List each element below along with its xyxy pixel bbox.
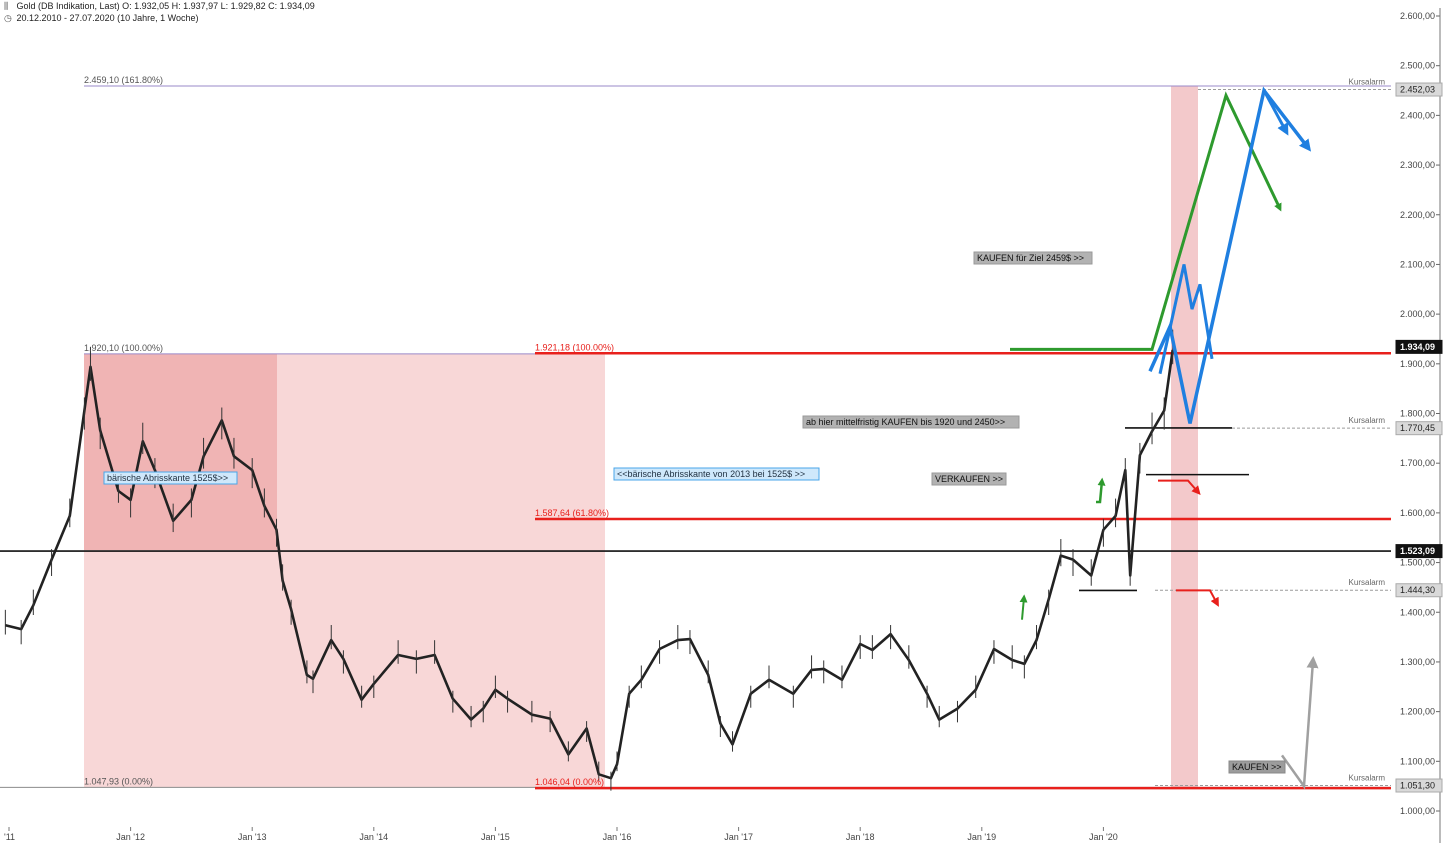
mittelfristig-label: ab hier mittelfristig KAUFEN bis 1920 un… — [806, 417, 1005, 427]
price-badge-box-6 — [1395, 778, 1443, 793]
vertical-highlight-zone — [1171, 86, 1198, 788]
y-tick-label: 2.400,00 — [1400, 110, 1435, 120]
price-badge-label-5: 1.444,30 — [1400, 585, 1435, 595]
fib-100-label-red: 1.921,18 (100.00%) — [535, 342, 614, 352]
x-tick-label: Jan '18 — [846, 832, 875, 842]
x-tick-label: Jan '17 — [724, 832, 753, 842]
grey-up-arrow — [1280, 655, 1319, 790]
x-tick-label: Jan '16 — [603, 832, 632, 842]
x-tick-label: Jan '13 — [238, 832, 267, 842]
price-badge-label-6: 1.051,30 — [1400, 781, 1435, 791]
bear-zone-dark — [84, 353, 277, 551]
x-tick-label: Jan '12 — [116, 832, 145, 842]
blue-projection-path — [1148, 86, 1312, 424]
y-tick-label: 1.500,00 — [1400, 558, 1435, 568]
green-up-arrow-1 — [1096, 477, 1106, 504]
green-target-projection — [1010, 91, 1282, 351]
abriss-label-2: <<bärische Abrisskante von 2013 bei 1525… — [617, 469, 805, 479]
kaufen-ziel-label: KAUFEN für Ziel 2459$ >> — [977, 253, 1084, 263]
fib-61-label-red: 1.587,64 (61.80%) — [535, 508, 609, 518]
red-down-arrow-2 — [1176, 589, 1219, 607]
price-badge-box-5 — [1395, 583, 1443, 598]
x-tick-label: '11 — [4, 832, 15, 842]
clock-icon: ◷ — [4, 13, 12, 23]
blue-arrow-2 — [1262, 89, 1289, 136]
price-badge-label-4: 1.523,09 — [1400, 546, 1435, 556]
y-tick-label: 2.600,00 — [1400, 11, 1435, 21]
y-tick-label: 1.900,00 — [1400, 359, 1435, 369]
kursalarm-label-5: Kursalarm — [1349, 578, 1386, 587]
green-up-arrow-2 — [1019, 594, 1028, 620]
y-tick-label: 1.600,00 — [1400, 508, 1435, 518]
bear-zone-light — [277, 353, 605, 788]
y-tick-label: 1.200,00 — [1400, 707, 1435, 717]
kursalarm-label-3: Kursalarm — [1349, 416, 1386, 425]
price-badge-label-2: 1.934,09 — [1400, 342, 1435, 352]
y-tick-label: 2.300,00 — [1400, 160, 1435, 170]
y-tick-label: 2.200,00 — [1400, 210, 1435, 220]
x-tick-label: Jan '15 — [481, 832, 510, 842]
price-badge-label-3: 1.770,45 — [1400, 423, 1435, 433]
bar-chart-icon: ⫼ — [4, 1, 9, 11]
fib-0-label-left: 1.047,93 (0.00%) — [84, 776, 153, 786]
y-tick-label: 1.700,00 — [1400, 458, 1435, 468]
verkaufen-label: VERKAUFEN >> — [935, 474, 1003, 484]
abriss-label-1: bärische Abrisskante 1525$>> — [107, 473, 228, 483]
y-tick-label: 2.000,00 — [1400, 309, 1435, 319]
fib-100-label-left: 1.920,10 (100.00%) — [84, 343, 163, 353]
blue-zigzag — [1158, 264, 1214, 375]
price-badge-label-1: 2.452,03 — [1400, 85, 1435, 95]
y-tick-label: 2.500,00 — [1400, 61, 1435, 71]
kursalarm-label-1: Kursalarm — [1349, 78, 1386, 87]
y-tick-label: 1.100,00 — [1400, 756, 1435, 766]
kaufen-bottom-label-box — [1228, 760, 1286, 774]
y-tick-label: 1.300,00 — [1400, 657, 1435, 667]
y-tick-label: 1.400,00 — [1400, 607, 1435, 617]
red-down-arrow-1 — [1158, 479, 1201, 496]
abriss-label-1-box — [103, 471, 238, 485]
price-badge-box-4 — [1395, 544, 1443, 559]
chart-header-line1: ⫼ Gold (DB Indikation, Last) O: 1.932,05… — [4, 1, 315, 12]
abriss-label-2-box — [613, 467, 820, 481]
chart-header-line2: ◷ 20.12.2010 - 27.07.2020 (10 Jahre, 1 W… — [4, 13, 198, 24]
fib-161-label: 2.459,10 (161.80%) — [84, 75, 163, 85]
y-tick-label: 2.100,00 — [1400, 259, 1435, 269]
date-range-text: 20.12.2010 - 27.07.2020 (10 Jahre, 1 Woc… — [16, 13, 199, 23]
verkaufen-label-box — [931, 472, 1007, 486]
kaufen-ziel-label-box — [973, 251, 1093, 265]
fib-0-label-red: 1.046,04 (0.00%) — [535, 777, 604, 787]
kaufen-bottom-label: KAUFEN >> — [1232, 762, 1282, 772]
x-tick-label: Jan '14 — [359, 832, 388, 842]
instrument-ohlc-text: Gold (DB Indikation, Last) O: 1.932,05 H… — [16, 1, 315, 11]
price-badge-box-1 — [1395, 82, 1443, 97]
mittelfristig-label-box — [802, 415, 1020, 429]
price-badge-box-3 — [1395, 421, 1443, 436]
y-tick-label: 1.800,00 — [1400, 409, 1435, 419]
price-badge-box-2 — [1395, 339, 1443, 354]
x-tick-label: Jan '20 — [1089, 832, 1118, 842]
bear-zone-light-lower — [84, 550, 277, 788]
x-tick-label: Jan '19 — [967, 832, 996, 842]
kursalarm-label-6: Kursalarm — [1349, 774, 1386, 783]
y-tick-label: 1.000,00 — [1400, 806, 1435, 816]
